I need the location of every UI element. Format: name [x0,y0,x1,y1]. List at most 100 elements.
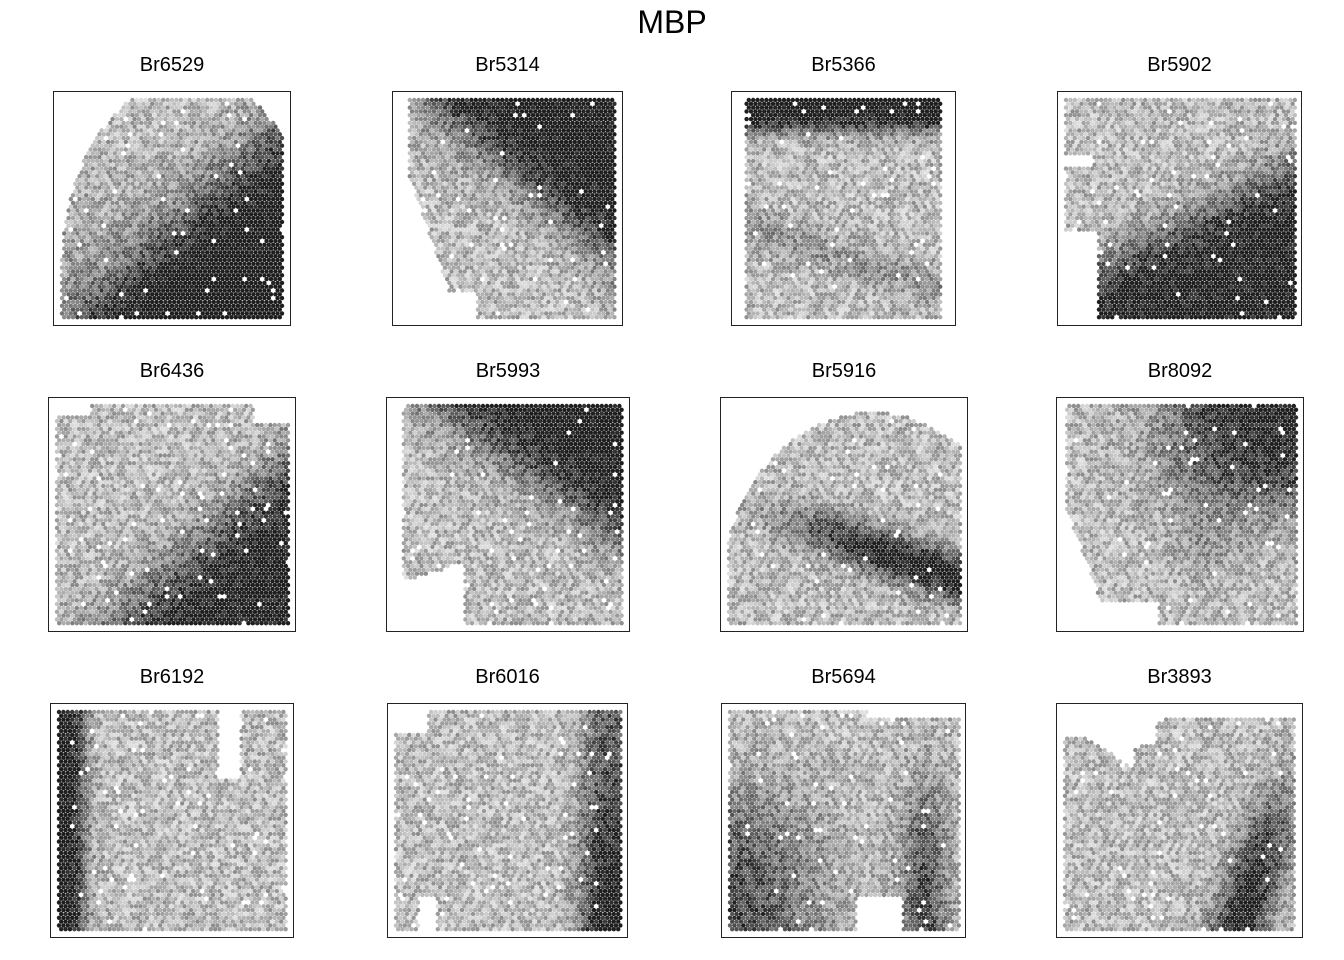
spot [583,166,588,171]
spot [187,295,192,301]
spot [577,246,582,251]
spot [70,315,76,320]
spot [207,299,212,305]
spot [185,177,190,183]
spot [121,120,126,126]
spot [191,189,197,194]
spot [570,135,575,141]
spot [533,101,538,106]
spot [119,170,124,175]
spot [486,105,492,110]
spot [163,269,168,274]
spot [205,257,210,263]
spot [103,212,109,217]
spot [233,307,238,312]
spot [268,299,274,305]
spot [519,292,525,297]
spot [176,162,181,167]
spot [535,265,540,270]
spot [139,143,144,148]
spot [114,185,120,190]
spot [90,227,95,232]
spot [99,151,104,156]
spot [156,135,161,141]
spot [603,269,608,274]
spot [108,303,113,308]
spot [240,235,245,240]
spot [588,120,593,126]
spot [185,215,190,221]
spot [220,254,225,259]
spot [185,254,190,259]
spot [612,116,617,122]
spot [552,212,558,217]
spot [539,113,544,118]
spot [451,174,456,179]
spot [224,208,230,213]
spot [541,200,547,206]
spot [592,250,597,255]
spot [213,204,219,209]
spot [568,299,573,305]
spot [132,261,137,266]
spot [183,204,188,209]
spot [147,174,153,179]
spot [189,276,194,282]
spot [588,128,593,133]
spot [436,208,441,213]
spot [198,246,203,251]
spot [493,231,498,236]
spot [577,254,582,259]
spot [601,273,606,278]
spot [508,174,514,179]
spot [68,204,73,209]
spot [596,196,602,202]
spot [185,170,190,175]
spot [233,299,238,305]
spot [246,238,252,244]
spot [75,261,80,266]
spot [568,193,573,198]
spot [191,120,197,126]
spot [231,265,236,270]
spot [231,235,236,240]
spot [500,265,505,270]
spot [566,257,571,263]
spot [189,246,194,251]
spot [77,212,82,217]
spot [169,265,175,270]
spot [590,155,595,160]
spot [456,158,461,164]
spot [412,158,417,164]
spot [59,273,65,278]
spot [209,166,214,171]
spot [174,265,179,270]
spot [251,147,256,152]
spot [220,292,225,297]
spot [590,246,595,251]
spot [81,242,87,247]
spot [416,174,421,179]
spot [156,143,161,148]
spot [231,189,236,194]
spot [112,113,117,118]
spot [277,231,282,236]
spot [136,231,142,236]
spot [128,238,133,244]
spot [246,177,252,183]
spot [588,250,593,255]
spot [511,177,516,183]
spot [508,257,514,263]
spot [572,238,577,244]
spot [84,231,89,236]
spot [577,132,582,137]
spot [557,158,562,164]
spot [183,143,188,148]
spot [449,231,454,236]
spot [198,170,203,175]
spot [251,238,256,244]
spot [143,113,148,118]
spot [513,158,518,164]
spot [524,261,529,266]
spot [194,124,199,129]
